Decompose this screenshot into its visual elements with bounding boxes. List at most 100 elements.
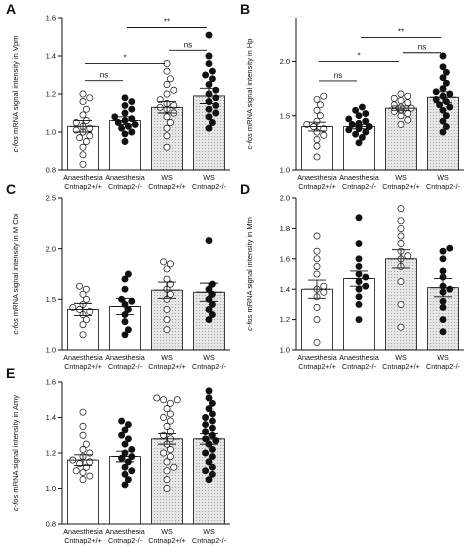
y-axis-label: c-fos mRNA signal intensity in M Ctx	[11, 213, 20, 334]
data-point	[128, 105, 136, 113]
data-point	[202, 467, 210, 475]
data-point	[208, 410, 216, 418]
data-point	[313, 232, 321, 240]
data-point	[121, 275, 129, 283]
x-category-label: WS	[437, 353, 449, 362]
data-point	[436, 101, 444, 109]
data-point	[124, 270, 132, 278]
data-point	[208, 470, 216, 478]
data-point	[163, 306, 171, 313]
data-point	[118, 124, 126, 132]
x-category-label: WS	[395, 173, 407, 182]
data-point	[163, 316, 171, 324]
panel-letter: D	[240, 181, 250, 197]
data-point	[355, 285, 363, 293]
data-point	[313, 303, 321, 311]
y-tick-label: 1.8	[280, 224, 290, 233]
x-category-label: WS	[437, 173, 449, 182]
data-point	[163, 275, 171, 283]
data-point	[439, 106, 447, 114]
data-point	[320, 282, 328, 290]
significance-label: ns	[184, 40, 192, 49]
data-point	[390, 101, 398, 109]
y-tick-label: 1.0	[46, 128, 56, 137]
data-point	[355, 240, 363, 248]
data-point	[355, 214, 363, 222]
data-point	[205, 52, 213, 60]
data-point	[163, 90, 171, 98]
data-point	[404, 116, 412, 124]
x-category-label: Cntnap2+/+	[298, 182, 336, 191]
data-point	[208, 446, 216, 453]
x-category-label: Anaesthesia	[105, 527, 145, 536]
significance-label: ns	[334, 71, 342, 80]
data-point	[303, 120, 311, 128]
data-point	[128, 297, 136, 305]
x-category-label: Cntnap2+/+	[298, 362, 336, 371]
data-point	[439, 328, 447, 336]
data-point	[82, 105, 90, 113]
y-axis-label-gene: c-fos	[11, 318, 20, 335]
data-point	[439, 316, 447, 324]
y-tick-label: 0.8	[46, 520, 56, 529]
data-point	[313, 153, 321, 161]
data-point	[163, 143, 171, 151]
data-point	[313, 270, 321, 278]
x-category-label: Cntnap2-/-	[342, 182, 377, 191]
data-point	[160, 396, 168, 404]
x-category-label: WS	[161, 527, 173, 536]
significance-label: ns	[418, 43, 426, 52]
panel-letter: A	[6, 1, 16, 17]
x-category-label: Cntnap2+/+	[148, 182, 186, 191]
data-point	[166, 453, 174, 460]
data-point	[79, 160, 87, 168]
data-point	[439, 117, 447, 125]
panel-d: D1.01.21.41.61.82.0AnaesthesiaCntnap2+/+…	[240, 181, 464, 371]
data-point	[205, 105, 213, 113]
data-point	[166, 260, 174, 268]
data-point	[362, 110, 370, 117]
significance-label: **	[398, 28, 404, 37]
data-point	[208, 119, 216, 126]
data-point	[79, 408, 87, 416]
bar-a-3	[193, 95, 225, 171]
data-point	[82, 440, 90, 448]
data-point	[121, 470, 129, 478]
data-point	[362, 117, 370, 125]
y-tick-label: 1.0	[46, 484, 56, 493]
data-point	[163, 485, 171, 492]
data-point	[82, 295, 90, 303]
data-point	[397, 240, 405, 248]
data-point	[160, 449, 168, 457]
data-point	[404, 99, 412, 107]
data-point	[121, 481, 129, 489]
data-point	[208, 424, 216, 432]
data-point	[205, 458, 213, 466]
data-point	[118, 295, 126, 303]
data-point	[355, 262, 363, 270]
x-category-label: Anaesthesia	[63, 527, 103, 536]
y-tick-label: 2.0	[280, 194, 290, 203]
panel-b: B1.01.52.0AnaesthesiaCntnap2+/+Anaesthes…	[240, 1, 464, 191]
data-point	[166, 446, 174, 453]
data-point	[439, 63, 447, 71]
data-point	[397, 323, 405, 331]
data-point	[446, 244, 454, 252]
data-point	[163, 265, 171, 273]
data-point	[205, 405, 213, 413]
data-point	[166, 75, 174, 83]
data-point	[86, 132, 94, 140]
x-category-label: Cntnap2-/-	[426, 182, 461, 191]
data-point	[355, 112, 363, 120]
x-category-label: Anaesthesia	[297, 173, 337, 182]
data-point	[397, 90, 405, 98]
data-point	[170, 463, 178, 471]
x-category-label: Cntnap2+/+	[148, 536, 186, 545]
data-point	[121, 138, 129, 145]
x-category-label: Cntnap2-/-	[108, 362, 143, 371]
y-axis-label-text: mRNA signal intensity in Mtn	[245, 217, 254, 315]
data-point	[442, 123, 450, 131]
data-point	[205, 81, 213, 88]
data-point	[72, 467, 80, 475]
